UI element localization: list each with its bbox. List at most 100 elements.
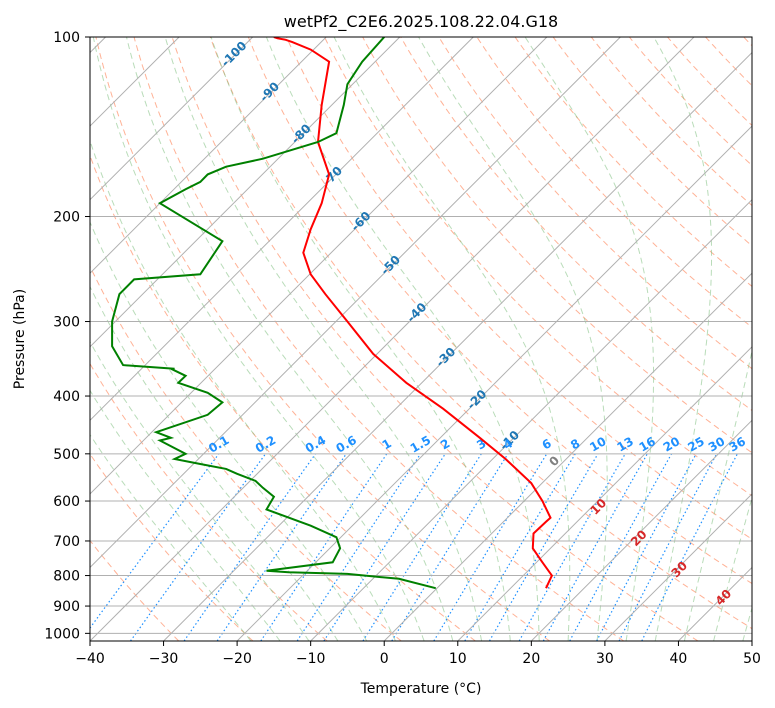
y-axis-title: Pressure (hPa) xyxy=(12,289,28,389)
mixing-ratio-line xyxy=(596,453,697,641)
isotherm-line xyxy=(90,37,401,348)
mixing-ratio-label: 10 xyxy=(587,434,608,454)
moist-adiabat-line xyxy=(90,220,368,641)
dry-adiabat-line xyxy=(209,37,752,630)
dewpoint-profile xyxy=(111,37,436,590)
pressure-gridlines xyxy=(90,37,752,634)
dry-adiabats xyxy=(90,10,775,641)
dry-adiabat-line xyxy=(666,37,752,127)
dry-adiabat-line xyxy=(90,265,402,641)
y-tick-label: 800 xyxy=(53,569,80,585)
mixing-ratio-label: 13 xyxy=(615,434,636,454)
moist-adiabat-line xyxy=(90,139,396,641)
mixing-ratio-label: 2 xyxy=(438,436,452,452)
moist-adiabat-label: 10 xyxy=(588,496,610,518)
isotherm-line xyxy=(530,419,752,641)
isotherm-line xyxy=(90,37,474,422)
profile-series xyxy=(111,37,554,590)
mixing-ratio-label: 0.2 xyxy=(253,433,278,456)
moist-adiabat-line xyxy=(90,285,339,641)
dry-adiabat-line xyxy=(133,37,625,641)
moist-adiabat-label: 20 xyxy=(628,527,650,549)
mixing-ratio-lines xyxy=(90,453,738,641)
isotherm-label: -90 xyxy=(257,79,282,104)
mixing-ratio-label: 6 xyxy=(540,436,554,452)
x-tick-label: −20 xyxy=(222,651,252,667)
isotherm-label: -100 xyxy=(218,39,249,70)
moist-adiabat-line xyxy=(90,433,252,641)
x-tick-label: 30 xyxy=(596,651,614,667)
moist-adiabat-label: 0 xyxy=(546,453,562,469)
x-tick-label: 0 xyxy=(380,651,389,667)
x-tick-label: 20 xyxy=(522,651,540,667)
isotherm-line xyxy=(383,272,752,641)
isotherm-line xyxy=(163,51,752,641)
moist-adiabat-line xyxy=(210,37,511,641)
dry-adiabat-line xyxy=(743,37,752,47)
moist-adiabat-line xyxy=(713,495,752,641)
mixing-ratio-label: 0.4 xyxy=(303,433,328,456)
mixing-ratio-line xyxy=(130,453,267,641)
moist-adiabat-label: 40 xyxy=(713,587,735,609)
mixing-ratio-line xyxy=(90,453,220,629)
isotherm-label: -60 xyxy=(348,209,373,234)
isotherm-label: -50 xyxy=(378,253,403,278)
isotherm-label: -70 xyxy=(320,164,345,189)
x-tick-label: −30 xyxy=(149,651,179,667)
moist-adiabat-line xyxy=(265,37,540,641)
mixing-ratio-line xyxy=(323,453,446,641)
isotherm-line xyxy=(678,566,752,641)
dry-adiabat-line xyxy=(362,37,752,454)
mixing-ratio-label: 25 xyxy=(685,434,706,454)
dry-adiabat-line xyxy=(756,10,775,641)
isotherm-line xyxy=(90,37,327,274)
moist-adiabat-line xyxy=(90,340,310,641)
moist-adiabats xyxy=(90,37,752,641)
mixing-ratio-line xyxy=(183,453,316,641)
moist-adiabat-label: 30 xyxy=(668,559,690,581)
y-tick-label: 600 xyxy=(53,494,80,510)
isotherm-line xyxy=(751,640,752,641)
moist-adiabat-line xyxy=(742,606,752,641)
isotherm-label: -20 xyxy=(464,387,489,412)
moist-adiabat-line xyxy=(164,37,483,641)
y-axis-ticks: 100 200 300 400 500 600 700 800 900 1000 xyxy=(44,30,90,642)
dry-adiabat-line xyxy=(514,37,752,287)
temperature-profile xyxy=(273,37,554,589)
mixing-ratio-label: 1 xyxy=(380,436,394,452)
dry-adiabat-line xyxy=(285,37,752,540)
moist-adiabat-line xyxy=(418,37,608,641)
dry-adiabat-line xyxy=(247,37,752,585)
dry-adiabat-line xyxy=(90,154,476,641)
x-tick-label: −40 xyxy=(75,651,105,667)
dry-adiabat-line xyxy=(476,37,752,328)
isotherm-line xyxy=(90,37,548,495)
y-tick-label: 200 xyxy=(53,210,80,226)
x-tick-label: 50 xyxy=(743,651,761,667)
mixing-ratio-line xyxy=(433,453,548,641)
plot-frame xyxy=(89,36,753,642)
x-tick-label: 40 xyxy=(670,651,688,667)
dry-adiabat-line xyxy=(90,362,328,641)
x-tick-label: −10 xyxy=(296,651,326,667)
mixing-ratio-line xyxy=(296,453,422,641)
isotherm-line xyxy=(310,198,752,641)
moist-adiabat-line xyxy=(333,37,571,641)
mixing-ratio-label: 16 xyxy=(637,434,658,454)
y-tick-label: 300 xyxy=(53,315,80,331)
skewed-isotherms xyxy=(90,37,752,641)
y-tick-label: 1000 xyxy=(44,626,80,642)
y-tick-label: 700 xyxy=(53,534,80,550)
isotherm-line xyxy=(604,493,752,641)
mixing-ratio-line xyxy=(362,453,482,641)
chart-title: wetPf2_C2E6.2025.108.22.04.G18 xyxy=(284,12,558,32)
isopleth-labels: -100-90-80-70-60-50-40-30-20-100.1 0.2 0.4… xyxy=(206,39,748,609)
dry-adiabat-line xyxy=(171,37,699,641)
isotherm-line xyxy=(90,37,695,641)
moist-adiabat-line xyxy=(683,348,752,641)
dry-adiabat-line xyxy=(704,37,752,87)
y-tick-label: 500 xyxy=(53,447,80,463)
mixing-ratio-line xyxy=(518,453,626,641)
